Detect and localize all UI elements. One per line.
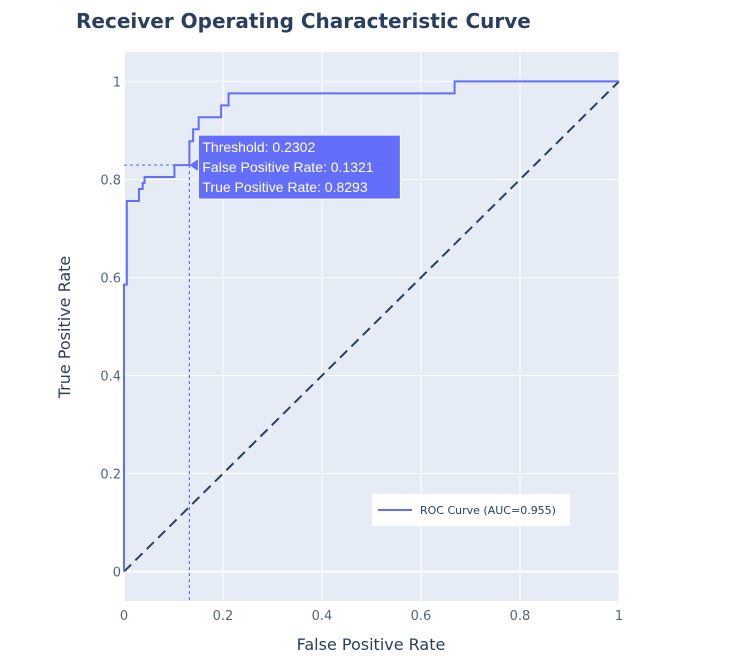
series-layer xyxy=(123,80,620,573)
x-axis-title: False Positive Rate xyxy=(297,635,446,654)
hover-tpr-text: True Positive Rate: 0.8293 xyxy=(202,179,367,195)
hover-layer: Threshold: 0.2302 False Positive Rate: 0.… xyxy=(124,134,401,601)
y-tick-label: 0.8 xyxy=(100,173,121,188)
y-tick-label: 0.4 xyxy=(100,370,121,385)
hover-threshold-text: Threshold: 0.2302 xyxy=(202,139,315,155)
chance-diagonal-line xyxy=(123,80,620,573)
legend[interactable]: ROC Curve (AUC=0.955) xyxy=(372,494,570,526)
x-tick-label: 0 xyxy=(120,609,128,624)
x-tick-label: 0.8 xyxy=(510,609,531,624)
y-tick-label: 1 xyxy=(113,75,121,90)
x-axis-ticks: 0 0.2 0.4 0.6 0.8 1 xyxy=(120,609,623,624)
y-axis-title: True Positive Rate xyxy=(55,256,74,400)
hover-tooltip-box xyxy=(197,134,401,200)
y-tick-label: 0.2 xyxy=(100,468,121,483)
hover-tooltip-pointer xyxy=(189,159,199,172)
y-tick-label: 0.6 xyxy=(100,271,121,286)
x-tick-label: 0.6 xyxy=(411,609,432,624)
hover-fpr-text: False Positive Rate: 0.1321 xyxy=(202,159,373,175)
x-tick-label: 1 xyxy=(615,609,623,624)
roc-curve-line[interactable] xyxy=(123,80,619,572)
y-tick-label: 0 xyxy=(113,566,121,581)
x-tick-label: 0.4 xyxy=(312,609,333,624)
legend-label: ROC Curve (AUC=0.955) xyxy=(420,504,556,517)
chart-title: Receiver Operating Characteristic Curve xyxy=(76,9,531,33)
x-tick-label: 0.2 xyxy=(213,609,234,624)
y-axis-ticks: 0 0.2 0.4 0.6 0.8 1 xyxy=(100,75,121,580)
